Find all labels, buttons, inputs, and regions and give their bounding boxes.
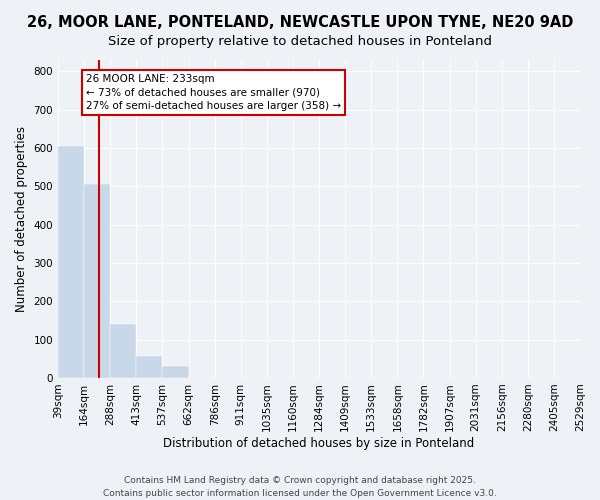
Bar <box>110 324 136 378</box>
Y-axis label: Number of detached properties: Number of detached properties <box>15 126 28 312</box>
Text: 26 MOOR LANE: 233sqm
← 73% of detached houses are smaller (970)
27% of semi-deta: 26 MOOR LANE: 233sqm ← 73% of detached h… <box>86 74 341 110</box>
Bar <box>58 146 84 378</box>
X-axis label: Distribution of detached houses by size in Ponteland: Distribution of detached houses by size … <box>163 437 475 450</box>
Bar <box>136 356 163 378</box>
Bar <box>84 184 110 378</box>
Text: Size of property relative to detached houses in Ponteland: Size of property relative to detached ho… <box>108 35 492 48</box>
Bar <box>163 366 188 378</box>
Text: Contains HM Land Registry data © Crown copyright and database right 2025.
Contai: Contains HM Land Registry data © Crown c… <box>103 476 497 498</box>
Text: 26, MOOR LANE, PONTELAND, NEWCASTLE UPON TYNE, NE20 9AD: 26, MOOR LANE, PONTELAND, NEWCASTLE UPON… <box>27 15 573 30</box>
